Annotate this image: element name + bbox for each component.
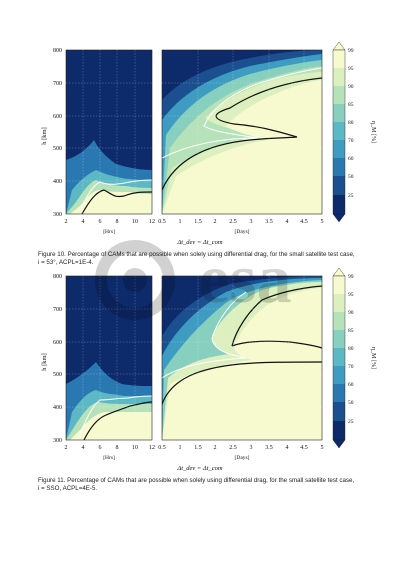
cbar-tick: 95 xyxy=(348,292,354,298)
cbar-tick: 50 xyxy=(348,174,354,180)
x-tick: 10 xyxy=(132,445,138,451)
y-tick: 600 xyxy=(53,114,62,120)
x-tick: 1.5 xyxy=(194,445,202,451)
x-tick: 8 xyxy=(116,445,119,451)
x-tick: 6 xyxy=(99,219,102,225)
y-tick-labels: 300 400 500 600 700 800 xyxy=(53,48,62,218)
left-unit-label: [Hrs] xyxy=(103,229,115,235)
x-tick: 2.5 xyxy=(229,219,237,225)
cbar-tick: 85 xyxy=(348,102,354,108)
x-tick: 10 xyxy=(132,219,138,225)
y-tick: 300 xyxy=(53,212,62,218)
x-right-tick-labels: 0.5 1 1.5 2 2.5 3 3.5 4 4.5 5 xyxy=(158,219,323,225)
x-tick: 2 xyxy=(65,445,68,451)
x-tick: 1.5 xyxy=(194,219,202,225)
left-grid xyxy=(66,50,152,214)
left-panel-contours xyxy=(66,50,152,214)
cbar-label: η_M [%] xyxy=(370,121,376,143)
x-tick: 0.5 xyxy=(158,219,166,225)
right-grid xyxy=(162,276,322,440)
cbar-tick: 85 xyxy=(348,328,354,334)
figure-10-chart: 300 400 500 600 700 800 h [km] 2 4 6 8 1… xyxy=(41,41,376,246)
x-tick: 3 xyxy=(250,219,253,225)
x-tick: 2 xyxy=(214,445,217,451)
y-tick: 300 xyxy=(53,438,62,444)
cbar-label: η_M [%] xyxy=(370,347,376,369)
cbar-tick: 60 xyxy=(348,382,354,388)
cbar-tick: 90 xyxy=(348,84,354,90)
right-panel-contours xyxy=(162,50,322,214)
figure-11-caption: Figure 11. Percentage of CAMs that are p… xyxy=(38,477,355,493)
cbar-tick: 80 xyxy=(348,120,354,126)
y-axis-label: h [km] xyxy=(41,353,48,371)
x-tick: 1 xyxy=(179,219,182,225)
x-right-tick-labels: 0.5 1 1.5 2 2.5 3 3.5 4 4.5 5 xyxy=(158,445,323,451)
x-tick: 3.5 xyxy=(265,219,273,225)
cbar-tick: 80 xyxy=(348,346,354,352)
x-tick: 0.5 xyxy=(158,445,166,451)
x-tick: 2.5 xyxy=(229,445,237,451)
y-tick: 800 xyxy=(53,274,62,280)
x-tick: 3.5 xyxy=(265,445,273,451)
x-left-tick-labels: 2 4 6 8 10 12 xyxy=(65,445,156,451)
left-unit-label: [Hrs] xyxy=(103,455,115,461)
cbar-tick: 25 xyxy=(348,193,354,199)
left-grid xyxy=(66,276,152,440)
figure-11: 300 400 500 600 700 800 h [km] 2 4 6 8 1… xyxy=(0,266,400,481)
y-tick: 700 xyxy=(53,307,62,313)
x-tick: 12 xyxy=(149,219,155,225)
x-tick: 5 xyxy=(321,219,324,225)
figure-10-caption: Figure 10. Percentage of CAMs that are p… xyxy=(38,251,355,267)
x-tick: 8 xyxy=(116,219,119,225)
y-tick-labels: 300 400 500 600 700 800 xyxy=(53,274,62,444)
x-tick: 4.5 xyxy=(300,445,308,451)
y-tick: 400 xyxy=(53,405,62,411)
x-tick: 4 xyxy=(82,219,85,225)
x-tick: 1 xyxy=(179,445,182,451)
y-axis-label: h [km] xyxy=(41,127,48,145)
y-tick: 400 xyxy=(53,179,62,185)
right-panel-contours xyxy=(162,276,322,440)
x-tick: 4 xyxy=(82,445,85,451)
x-tick: 2 xyxy=(65,219,68,225)
x-axis-label: Δt_dev = Δt_com xyxy=(176,239,223,246)
x-tick: 12 xyxy=(149,445,155,451)
right-grid xyxy=(162,50,322,214)
x-tick: 5 xyxy=(321,445,324,451)
colorbar: 99 95 90 85 80 70 60 50 25 η_M [%] xyxy=(332,267,376,449)
x-tick: 4 xyxy=(286,219,289,225)
cbar-tick: 95 xyxy=(348,66,354,72)
right-unit-label: [Days] xyxy=(235,229,250,235)
y-tick: 800 xyxy=(53,48,62,54)
x-tick: 4 xyxy=(286,445,289,451)
cbar-tick: 70 xyxy=(348,364,354,370)
colorbar: 99 95 90 85 80 70 60 50 25 η_M [%] xyxy=(332,41,376,223)
y-tick: 600 xyxy=(53,340,62,346)
cbar-tick: 70 xyxy=(348,138,354,144)
figure-11-chart: 300 400 500 600 700 800 h [km] 2 4 6 8 1… xyxy=(41,267,376,472)
x-tick: 2 xyxy=(214,219,217,225)
figure-10: 300 400 500 600 700 800 h [km] 2 4 6 8 1… xyxy=(0,40,400,255)
y-tick: 500 xyxy=(53,146,62,152)
x-tick: 6 xyxy=(99,445,102,451)
x-left-tick-labels: 2 4 6 8 10 12 xyxy=(65,219,156,225)
cbar-tick: 99 xyxy=(348,48,354,54)
x-tick: 3 xyxy=(250,445,253,451)
cbar-tick: 90 xyxy=(348,310,354,316)
y-tick: 700 xyxy=(53,81,62,87)
x-axis-label: Δt_dev = Δt_com xyxy=(176,465,223,472)
left-panel-contours xyxy=(66,276,152,440)
cbar-tick: 60 xyxy=(348,156,354,162)
y-tick: 500 xyxy=(53,372,62,378)
right-unit-label: [Days] xyxy=(235,455,250,461)
x-tick: 4.5 xyxy=(300,219,308,225)
cbar-tick: 50 xyxy=(348,400,354,406)
cbar-tick: 25 xyxy=(348,419,354,425)
cbar-tick: 99 xyxy=(348,274,354,280)
